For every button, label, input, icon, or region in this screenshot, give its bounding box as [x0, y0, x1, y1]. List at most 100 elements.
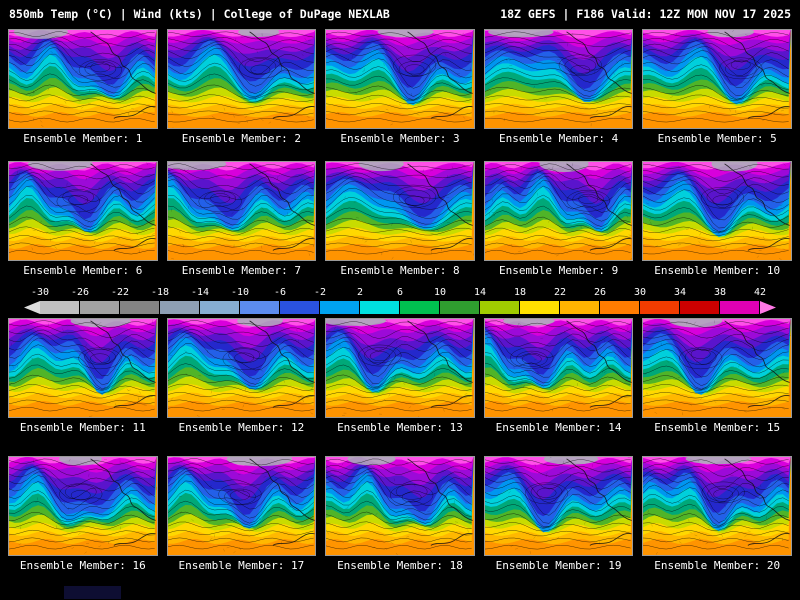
- colorbar-tick: 30: [633, 287, 647, 298]
- colorbar-segment-8: [360, 301, 400, 314]
- colorbar-segment-16: [680, 301, 720, 314]
- ensemble-panel-13: Ensemble Member: 13: [325, 318, 475, 434]
- ensemble-panel-16: Ensemble Member: 16: [8, 456, 158, 572]
- colorbar-tick: -6: [273, 287, 287, 298]
- ensemble-map-13[interactable]: [325, 318, 475, 418]
- ensemble-map-12[interactable]: [166, 318, 317, 418]
- ensemble-panel-7: Ensemble Member: 7: [166, 161, 317, 277]
- colorbar-tick: 10: [433, 287, 447, 298]
- ensemble-label: Ensemble Member: 12: [178, 421, 305, 434]
- ensemble-label: Ensemble Member: 10: [654, 264, 781, 277]
- ensemble-label: Ensemble Member: 11: [19, 421, 146, 434]
- ensemble-label: Ensemble Member: 17: [178, 559, 305, 572]
- ensemble-label: Ensemble Member: 19: [495, 559, 622, 572]
- ensemble-panel-17: Ensemble Member: 17: [166, 456, 317, 572]
- colorbar-segment-9: [400, 301, 440, 314]
- colorbar-tick: 18: [513, 287, 527, 298]
- ensemble-panel-3: Ensemble Member: 3: [325, 29, 475, 145]
- panel-row-4: Ensemble Member: 16 Ensemble Member: 17 En…: [0, 456, 800, 572]
- ensemble-label: Ensemble Member: 3: [340, 132, 460, 145]
- ensemble-map-2[interactable]: [166, 29, 317, 129]
- ensemble-map-10[interactable]: [642, 161, 792, 261]
- run-validity-info: 18Z GEFS | F186 Valid: 12Z MON NOV 17 20…: [500, 7, 791, 21]
- ensemble-panel-19: Ensemble Member: 19: [483, 456, 634, 572]
- ensemble-map-5[interactable]: [642, 29, 792, 129]
- ensemble-map-11[interactable]: [8, 318, 158, 418]
- colorbar-segment-5: [240, 301, 280, 314]
- ensemble-map-4[interactable]: [483, 29, 634, 129]
- ensemble-map-15[interactable]: [642, 318, 792, 418]
- ensemble-map-3[interactable]: [325, 29, 475, 129]
- colorbar-segment-14: [600, 301, 640, 314]
- colorbar-segment-2: [120, 301, 160, 314]
- ensemble-panel-1: Ensemble Member: 1: [8, 29, 158, 145]
- colorbar-segment-6: [280, 301, 320, 314]
- ensemble-label: Ensemble Member: 15: [654, 421, 781, 434]
- ensemble-label: Ensemble Member: 18: [337, 559, 463, 572]
- colorbar-segment-7: [320, 301, 360, 314]
- ensemble-panel-14: Ensemble Member: 14: [483, 318, 634, 434]
- ensemble-label: Ensemble Member: 16: [19, 559, 146, 572]
- ensemble-panel-18: Ensemble Member: 18: [325, 456, 475, 572]
- colorbar-segment-4: [200, 301, 240, 314]
- ensemble-label: Ensemble Member: 14: [495, 421, 622, 434]
- colorbar-segment-12: [520, 301, 560, 314]
- ensemble-map-20[interactable]: [642, 456, 792, 556]
- ensemble-label: Ensemble Member: 1: [23, 132, 143, 145]
- ensemble-label: Ensemble Member: 20: [654, 559, 781, 572]
- colorbar-segment-10: [440, 301, 480, 314]
- ensemble-map-19[interactable]: [483, 456, 634, 556]
- ensemble-panel-10: Ensemble Member: 10: [642, 161, 792, 277]
- colorbar-tick-labels: -30 -26 -22 -18 -14 -10 -6 -2 2 6 10 14 18 22 26 30 34 38…: [24, 287, 776, 299]
- panel-row-1: Ensemble Member: 1 Ensemble Member: 2 Ense…: [0, 29, 800, 145]
- ensemble-map-9[interactable]: [483, 161, 634, 261]
- ensemble-map-6[interactable]: [8, 161, 158, 261]
- ensemble-map-17[interactable]: [166, 456, 317, 556]
- ensemble-panel-6: Ensemble Member: 6: [8, 161, 158, 277]
- ensemble-label: Ensemble Member: 2: [181, 132, 301, 145]
- product-title: 850mb Temp (°C) | Wind (kts) | College o…: [9, 7, 390, 21]
- ensemble-panel-4: Ensemble Member: 4: [483, 29, 634, 145]
- ensemble-panel-8: Ensemble Member: 8: [325, 161, 475, 277]
- colorbar-tick: -30: [30, 287, 50, 298]
- colorbar-tick: -2: [313, 287, 327, 298]
- ensemble-panel-5: Ensemble Member: 5: [642, 29, 792, 145]
- ensemble-map-18[interactable]: [325, 456, 475, 556]
- ensemble-label: Ensemble Member: 9: [498, 264, 619, 277]
- colorbar-tick: 26: [593, 287, 607, 298]
- ensemble-label: Ensemble Member: 4: [498, 132, 619, 145]
- colorbar-tick: 34: [673, 287, 687, 298]
- colorbar-tick: 14: [473, 287, 487, 298]
- ensemble-label: Ensemble Member: 6: [23, 264, 143, 277]
- ensemble-panel-12: Ensemble Member: 12: [166, 318, 317, 434]
- ensemble-panel-9: Ensemble Member: 9: [483, 161, 634, 277]
- colorbar-segment-11: [480, 301, 520, 314]
- colorbar-tick: -10: [230, 287, 250, 298]
- ensemble-label: Ensemble Member: 7: [181, 264, 301, 277]
- panel-row-2: Ensemble Member: 6 Ensemble Member: 7 Ense…: [0, 161, 800, 277]
- colorbar-tick: 6: [396, 287, 404, 298]
- bottom-overlay-box: [64, 586, 121, 599]
- ensemble-label: Ensemble Member: 13: [337, 421, 463, 434]
- ensemble-label: Ensemble Member: 5: [657, 132, 777, 145]
- colorbar-segment-0: [40, 301, 80, 314]
- colorbar-segment-15: [640, 301, 680, 314]
- ensemble-map-14[interactable]: [483, 318, 634, 418]
- colorbar-left-arrow: [24, 301, 40, 314]
- colorbar-segment-3: [160, 301, 200, 314]
- colorbar-tick: -18: [150, 287, 170, 298]
- colorbar-gradient: [24, 301, 776, 314]
- ensemble-map-8[interactable]: [325, 161, 475, 261]
- colorbar-tick: -22: [110, 287, 130, 298]
- colorbar-tick: 2: [356, 287, 364, 298]
- ensemble-panel-20: Ensemble Member: 20: [642, 456, 792, 572]
- colorbar-segment-17: [720, 301, 760, 314]
- ensemble-map-16[interactable]: [8, 456, 158, 556]
- ensemble-map-7[interactable]: [166, 161, 317, 261]
- ensemble-panel-15: Ensemble Member: 15: [642, 318, 792, 434]
- colorbar-right-arrow: [760, 301, 776, 314]
- ensemble-label: Ensemble Member: 8: [340, 264, 460, 277]
- ensemble-map-1[interactable]: [8, 29, 158, 129]
- ensemble-panel-11: Ensemble Member: 11: [8, 318, 158, 434]
